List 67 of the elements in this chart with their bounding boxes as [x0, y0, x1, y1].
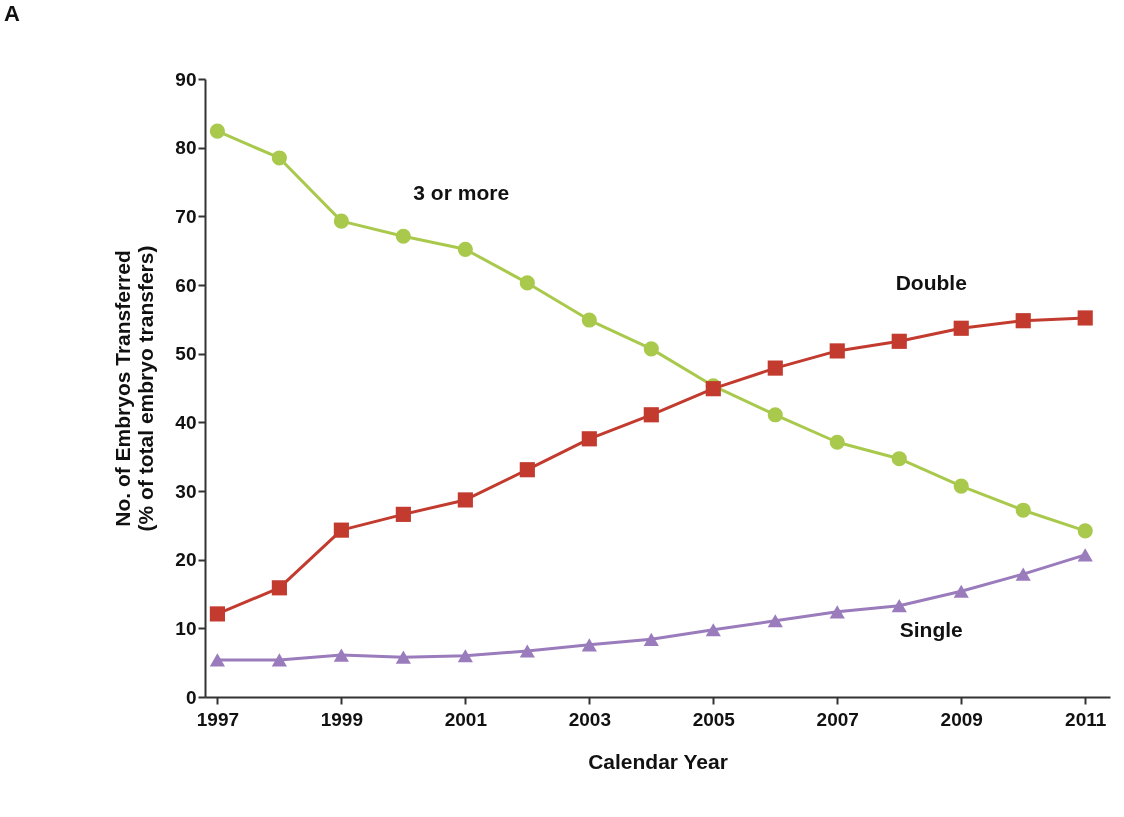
point: [333, 522, 349, 538]
series-label: Double: [895, 271, 967, 295]
y-tick-label: 30: [175, 480, 197, 502]
point: [643, 341, 659, 357]
point: [519, 644, 535, 658]
y-tick-label: 40: [175, 411, 197, 433]
point: [829, 434, 845, 450]
point: [395, 650, 411, 664]
point: [457, 649, 473, 663]
point: [395, 228, 411, 244]
point: [1015, 567, 1031, 581]
x-tick-label: 1999: [320, 708, 364, 730]
point: [1077, 523, 1093, 539]
y-tick-label: 50: [175, 343, 197, 365]
series-label: Single: [899, 618, 963, 642]
point: [271, 150, 287, 166]
point: [829, 605, 845, 619]
y-tick-label: 10: [175, 617, 197, 639]
point: [209, 606, 225, 622]
point: [891, 333, 907, 349]
text: A: [4, 1, 20, 27]
point: [767, 360, 783, 376]
x-tick-label: 2007: [816, 708, 859, 730]
x-tick-label: 1997: [196, 708, 240, 730]
point: [891, 451, 907, 467]
y-tick-label: 20: [175, 549, 197, 571]
point: [953, 320, 969, 336]
series-label: 3 or more: [413, 181, 510, 205]
point: [1015, 313, 1031, 329]
point: [581, 638, 597, 652]
point: [1015, 502, 1031, 518]
x-tick-label: 2003: [568, 708, 611, 730]
point: [643, 632, 659, 646]
point: [643, 407, 659, 423]
x-tick-label: 2011: [1065, 708, 1107, 730]
point: [767, 614, 783, 628]
y-tick-label: 80: [175, 137, 197, 159]
x-axis-title: Calendar Year: [588, 749, 728, 773]
x-tick-label: 2005: [692, 708, 736, 730]
point: [1077, 310, 1093, 326]
point: [395, 506, 411, 522]
point: [767, 407, 783, 423]
point: [271, 653, 287, 667]
y-tick-label: 90: [175, 68, 197, 90]
y-tick-label: 0: [185, 686, 197, 708]
point: [457, 492, 473, 508]
point: [581, 312, 597, 328]
point: [829, 343, 845, 359]
point: [891, 599, 907, 613]
point: [519, 275, 535, 291]
point: [705, 623, 721, 637]
y-tick-label: 70: [175, 205, 197, 227]
point: [953, 478, 969, 494]
point: [271, 580, 287, 596]
point: [1077, 548, 1093, 562]
point: [333, 213, 349, 229]
point: [519, 462, 535, 478]
point: [209, 653, 225, 667]
point: [333, 648, 349, 662]
x-tick-label: 2009: [940, 708, 983, 730]
y-axis-title: No. of Embryos Transferred (% of total embryo transfers): [111, 245, 158, 532]
point: [581, 431, 597, 447]
point: [457, 241, 473, 257]
x-tick-label: 2001: [444, 708, 488, 730]
point: [953, 584, 969, 598]
point: [209, 123, 225, 139]
y-tick-label: 60: [175, 274, 197, 296]
